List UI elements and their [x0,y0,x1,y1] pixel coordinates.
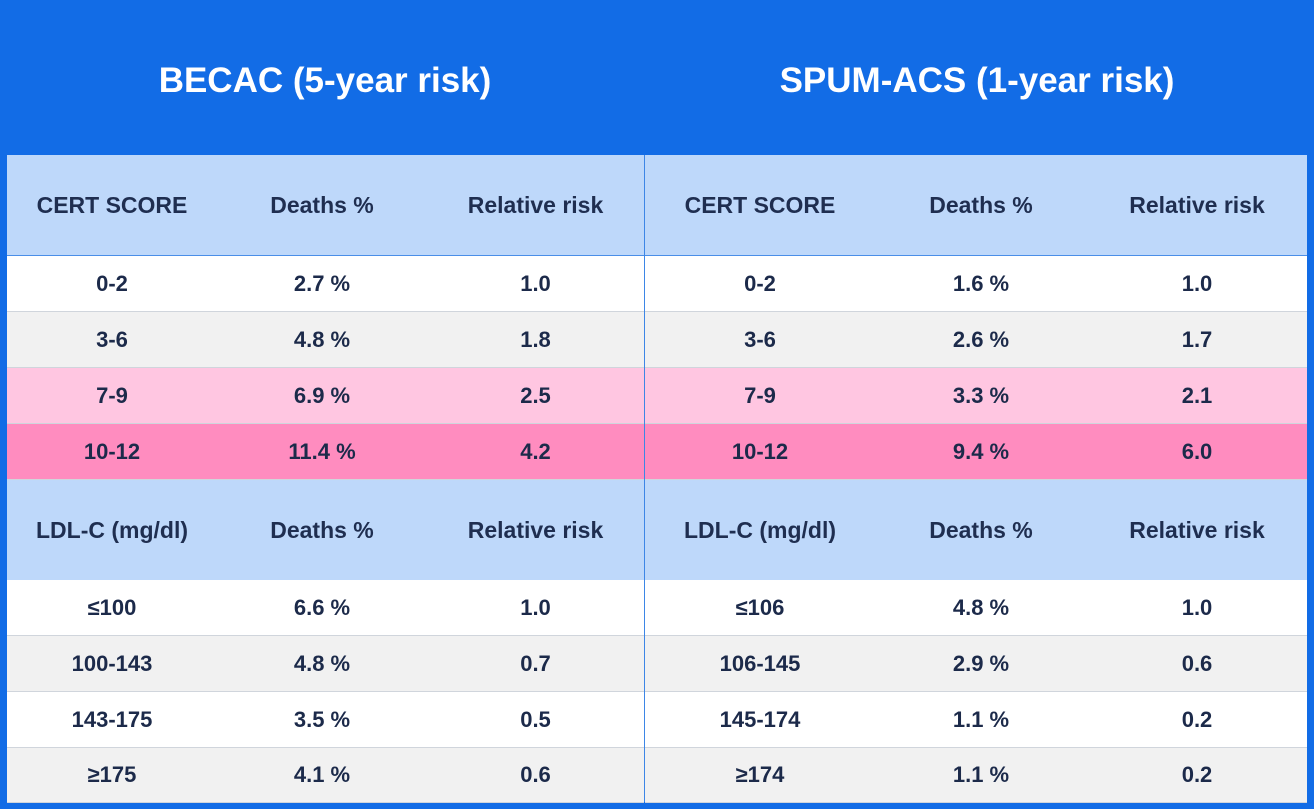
spum-acs-title: SPUM-ACS (1-year risk) [779,61,1175,100]
table-cell: 1.7 [1181,326,1213,352]
table-cell: 0.6 [520,762,551,787]
table-cell: 2.5 [520,382,551,408]
header-cell: LDL-C (mg/dl) [683,516,836,543]
header-row: CERT SCORE Deaths % Relative risk [645,155,1307,256]
table-row: ≤106 4.8 % 1.0 [645,580,1307,636]
table-cell: 3.5 % [293,706,351,732]
table-cell: 106-145 [719,650,801,676]
table-cell: 6.6 % [293,594,351,620]
table-cell: 11.4 % [288,438,356,464]
table-cell: ≥174 [735,762,785,787]
table-cell: 4.8 % [952,594,1010,620]
table-cell: 3-6 [744,326,776,352]
table-cell: 1.0 [1181,270,1213,296]
header-cell: Deaths % [929,191,1033,218]
table-cell: 0.2 [1181,706,1213,732]
table-cell: 1.6 % [952,270,1010,296]
header-cell: Relative risk [467,191,604,218]
table-cell: ≥175 [87,762,137,787]
table-cell: 0-2 [744,270,776,296]
header-cell: CERT SCORE [684,191,836,218]
table-cell: ≤100 [87,594,137,620]
table-row: 145-174 1.1 % 0.2 [645,692,1307,748]
table-cell: 1.0 [1181,594,1213,620]
spum-acs-panel: CERT SCORE Deaths % Relative risk 0-2 1.6 % 1… [645,155,1307,803]
header-cell: Deaths % [270,191,374,218]
table-cell: 4.2 [520,438,551,464]
comparison-table: CERT SCORE Deaths % Relative risk 0-2 2.7 % 1… [7,155,1307,803]
table-cell: 7-9 [744,382,776,408]
table-cell: 1.0 [520,270,551,296]
table-cell: 6.9 % [293,382,351,408]
table-cell: 145-174 [719,706,801,732]
table-row: 3-6 2.6 % 1.7 [645,312,1307,368]
table-cell: 4.8 % [293,326,351,352]
table-row: 0-2 1.6 % 1.0 [645,256,1307,312]
table-cell: 1.1 % [952,762,1010,787]
table-row: 100-143 4.8 % 0.7 [7,636,644,692]
table-cell: 10-12 [83,438,141,464]
table-cell: 2.7 % [293,270,351,296]
table-row: ≥175 4.1 % 0.6 [7,748,644,803]
becac-panel: CERT SCORE Deaths % Relative risk 0-2 2.7 % 1… [7,155,644,803]
table-cell: 4.8 % [293,650,351,676]
becac-title: BECAC (5-year risk) [158,61,492,100]
table-cell: 3-6 [96,326,128,352]
header-cell: CERT SCORE [36,191,188,218]
panel-divider [644,155,645,802]
table-cell: 100-143 [71,650,153,676]
table-cell: 6.0 [1181,438,1213,464]
table-cell: ≤106 [735,594,785,620]
table-cell: 0.2 [1181,762,1213,787]
header-cell: Deaths % [270,516,374,543]
header-cell: Deaths % [929,516,1033,543]
table-row: 7-9 3.3 % 2.1 [645,368,1307,424]
header-cell: Relative risk [1129,191,1265,218]
table-row: 106-145 2.9 % 0.6 [645,636,1307,692]
table-row: 3-6 4.8 % 1.8 [7,312,644,368]
table-cell: 2.6 % [952,326,1010,352]
table-cell: 2.9 % [952,650,1010,676]
table-cell: 1.0 [520,594,551,620]
table-cell: 7-9 [96,382,128,408]
table-cell: 2.1 [1181,382,1213,408]
header-cell: LDL-C (mg/dl) [35,516,188,543]
header-row: LDL-C (mg/dl) Deaths % Relative risk [645,480,1307,581]
table-cell: 1.8 [520,326,551,352]
table-cell: 1.1 % [952,706,1010,732]
table-row: 10-12 9.4 % 6.0 [645,424,1307,480]
table-cell: 0.5 [520,706,551,732]
header-row: CERT SCORE Deaths % Relative risk [7,155,644,256]
table-row: ≤100 6.6 % 1.0 [7,580,644,636]
table-cell: 143-175 [71,706,153,732]
table-cell: 0.6 [1181,650,1213,676]
table-row: 10-12 11.4 % 4.2 [7,424,644,480]
table-row: 7-9 6.9 % 2.5 [7,368,644,424]
table-cell: 3.3 % [952,382,1010,408]
table-cell: 0-2 [96,270,128,296]
header-cell: Relative risk [1129,516,1265,543]
table-row: 0-2 2.7 % 1.0 [7,256,644,312]
table-row: ≥174 1.1 % 0.2 [645,748,1307,803]
title-bar: BECAC (5-year risk) SPUM-ACS (1-year ris… [0,0,1314,155]
header-row: LDL-C (mg/dl) Deaths % Relative risk [7,480,644,581]
table-row: 143-175 3.5 % 0.5 [7,692,644,748]
table-cell: 4.1 % [293,762,351,787]
table-cell: 10-12 [731,438,789,464]
table-cell: 9.4 % [952,438,1010,464]
table-cell: 0.7 [520,650,551,676]
header-cell: Relative risk [467,516,604,543]
